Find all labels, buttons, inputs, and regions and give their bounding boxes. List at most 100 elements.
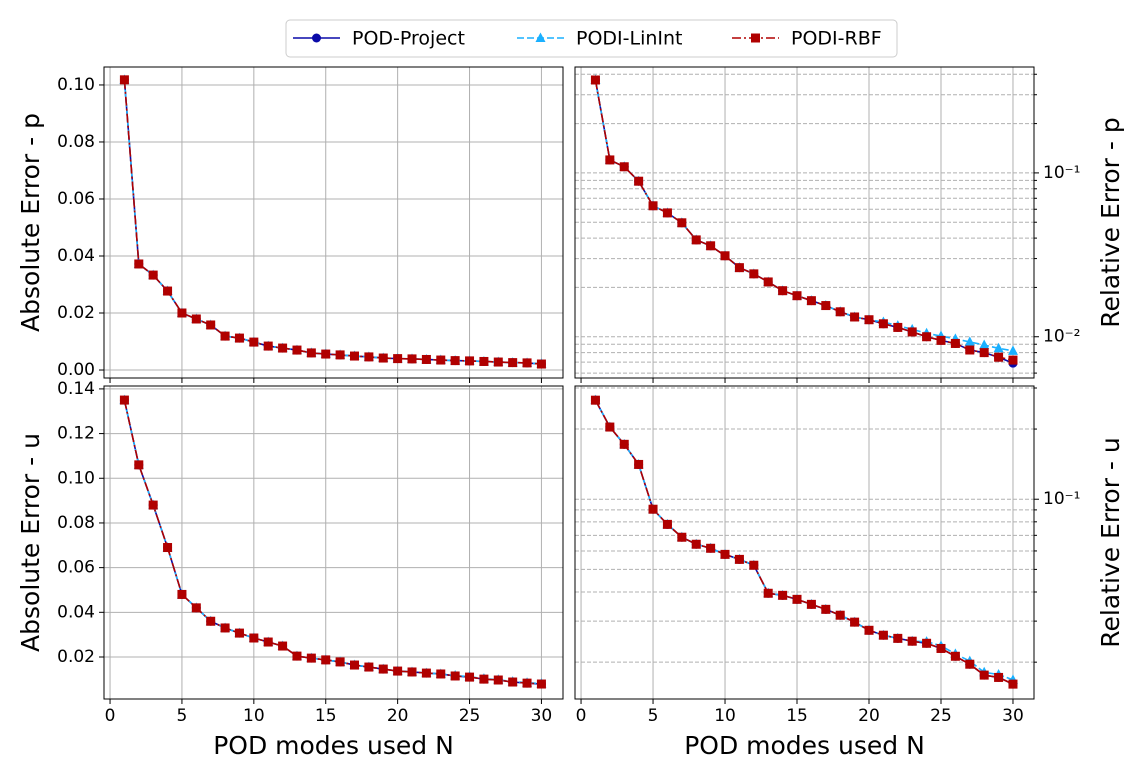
marker <box>648 201 658 211</box>
marker <box>979 348 989 358</box>
x-tick-label: 0 <box>576 706 587 726</box>
x-tick-label: 15 <box>786 706 808 726</box>
y-tick-label: 0.10 <box>57 75 95 95</box>
marker <box>691 235 701 245</box>
y-axis-label: Absolute Error - p <box>16 113 45 332</box>
marker <box>619 439 629 449</box>
marker <box>465 356 475 366</box>
marker <box>965 345 975 355</box>
marker <box>522 358 532 368</box>
marker <box>1008 679 1018 689</box>
marker <box>450 671 460 681</box>
x-tick-label: 20 <box>387 706 409 726</box>
marker <box>994 352 1004 362</box>
series-line <box>123 399 542 685</box>
marker <box>321 349 331 359</box>
marker <box>148 270 158 280</box>
marker <box>306 653 316 663</box>
y-axis-label: Relative Error - u <box>1096 437 1125 647</box>
y-tick-label: 10⁻¹ <box>1043 163 1080 183</box>
marker <box>493 357 503 367</box>
marker <box>163 543 173 553</box>
marker <box>292 345 302 355</box>
marker <box>335 350 345 360</box>
marker <box>965 659 975 669</box>
marker <box>393 354 403 364</box>
marker <box>148 500 158 510</box>
legend-label: PODI-LinInt <box>576 28 683 50</box>
marker <box>508 358 518 368</box>
marker <box>749 269 759 279</box>
x-tick-label: 5 <box>648 706 659 726</box>
marker <box>536 679 546 689</box>
marker <box>263 341 273 351</box>
marker <box>220 623 230 633</box>
marker <box>249 337 259 347</box>
marker <box>378 664 388 674</box>
x-tick-label: 15 <box>315 706 337 726</box>
marker <box>634 176 644 186</box>
y-tick-label: 0.12 <box>57 424 95 444</box>
marker <box>206 320 216 330</box>
marker <box>119 75 129 85</box>
marker <box>479 674 489 684</box>
marker <box>349 660 359 670</box>
marker <box>605 422 615 432</box>
marker <box>821 604 831 614</box>
marker <box>535 32 546 42</box>
marker <box>979 339 990 350</box>
marker <box>177 589 187 599</box>
marker <box>878 630 888 640</box>
marker <box>662 519 672 529</box>
marker <box>191 603 201 613</box>
legend-box <box>285 19 898 58</box>
x-axis-label: POD modes used N <box>213 731 454 760</box>
marker <box>522 678 532 688</box>
marker <box>792 291 802 301</box>
marker <box>706 543 716 553</box>
marker <box>964 336 975 346</box>
y-tick-label: 0.04 <box>57 246 95 266</box>
marker <box>590 395 600 405</box>
marker <box>134 259 144 269</box>
marker <box>835 610 845 620</box>
legend-label: POD-Project <box>352 28 465 50</box>
marker <box>994 672 1004 682</box>
marker <box>720 549 730 559</box>
y-axis-label: Relative Error - p <box>1096 117 1125 328</box>
marker <box>751 33 760 43</box>
marker <box>720 251 730 261</box>
marker <box>321 655 331 665</box>
series-line <box>594 399 1014 681</box>
marker <box>806 599 816 609</box>
marker <box>778 590 788 600</box>
series-line <box>123 79 542 365</box>
marker <box>407 354 417 364</box>
x-tick-label: 25 <box>930 706 952 726</box>
marker <box>378 353 388 363</box>
marker <box>907 327 917 337</box>
marker <box>536 359 546 369</box>
x-tick-label: 5 <box>177 706 188 726</box>
x-tick-label: 10 <box>714 706 736 726</box>
marker <box>206 616 216 626</box>
marker <box>950 338 960 348</box>
marker <box>191 314 201 324</box>
y-tick-label: 0.06 <box>57 189 95 209</box>
marker <box>691 539 701 549</box>
marker <box>677 532 687 542</box>
marker <box>993 342 1004 353</box>
marker <box>893 633 903 643</box>
marker <box>706 241 716 251</box>
marker <box>479 356 489 366</box>
marker <box>878 319 888 329</box>
marker <box>465 672 475 682</box>
marker <box>421 668 431 678</box>
x-tick-label: 30 <box>1002 706 1024 726</box>
marker <box>590 75 600 85</box>
x-tick-label: 30 <box>531 706 553 726</box>
marker <box>936 335 946 345</box>
marker <box>864 315 874 325</box>
marker <box>835 307 845 317</box>
y-tick-label: 0.00 <box>57 360 95 380</box>
